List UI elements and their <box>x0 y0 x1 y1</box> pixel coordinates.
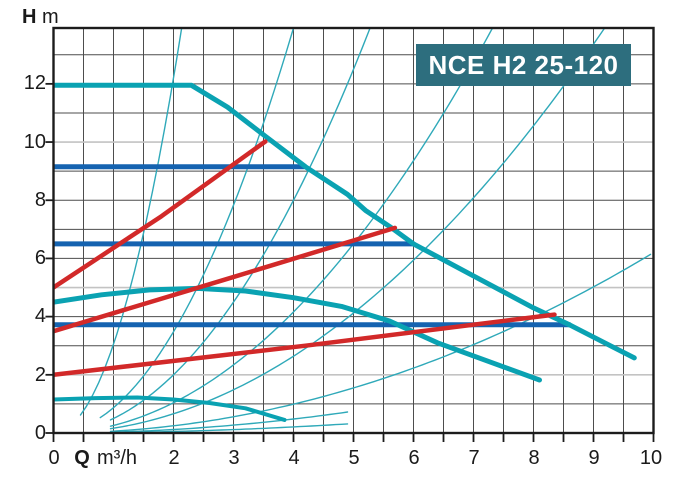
proportional-pressure-mid <box>53 225 398 334</box>
pump-curve-max-speed <box>53 82 637 361</box>
y-axis-unit: m <box>42 6 59 28</box>
y-tick-label: 4 <box>34 305 46 327</box>
curves <box>53 28 652 433</box>
system-curve-k0.062 <box>109 253 652 433</box>
y-axis-symbol: H <box>22 6 37 28</box>
system-curve-k0.03 <box>112 411 349 433</box>
system-curve-k0.5 <box>109 28 371 421</box>
proportional-pressure-high <box>53 139 268 290</box>
system-curve-k0.87 <box>99 28 295 419</box>
x-tick-label: 0 <box>48 447 60 469</box>
proportional-pressure-low <box>53 312 557 378</box>
pump-curve-mid-speed <box>53 285 542 383</box>
x-tick-label: 9 <box>588 447 600 469</box>
x-tick-label: 5 <box>348 447 360 469</box>
y-tick-label: 12 <box>23 72 46 94</box>
system-curve-k3.05 <box>79 28 183 416</box>
x-tick-label: 10 <box>639 447 663 469</box>
y-tick-label: 2 <box>34 364 46 386</box>
x-tick-label: 2 <box>168 447 180 469</box>
y-tick-label: 6 <box>34 247 46 269</box>
x-tick-label: 8 <box>528 447 540 469</box>
pump-curve-min-speed <box>53 395 287 422</box>
chart-title-badge: NCE H2 25-120 <box>416 44 631 86</box>
x-tick-label: 7 <box>468 447 480 469</box>
axis-ticks <box>45 82 655 442</box>
y-tick-label: 0 <box>34 422 46 444</box>
y-tick-label: 10 <box>23 131 46 153</box>
x-axis-unit: m³/h <box>97 447 137 469</box>
system-curve-k0.165 <box>109 28 606 430</box>
x-tick-label: 3 <box>228 447 240 469</box>
x-tick-label: 6 <box>408 447 420 469</box>
y-tick-label: 8 <box>34 189 46 211</box>
x-axis-quantity-symbol: Q <box>74 447 90 469</box>
plot-frame <box>52 26 655 435</box>
x-tick-label: 4 <box>288 447 300 469</box>
